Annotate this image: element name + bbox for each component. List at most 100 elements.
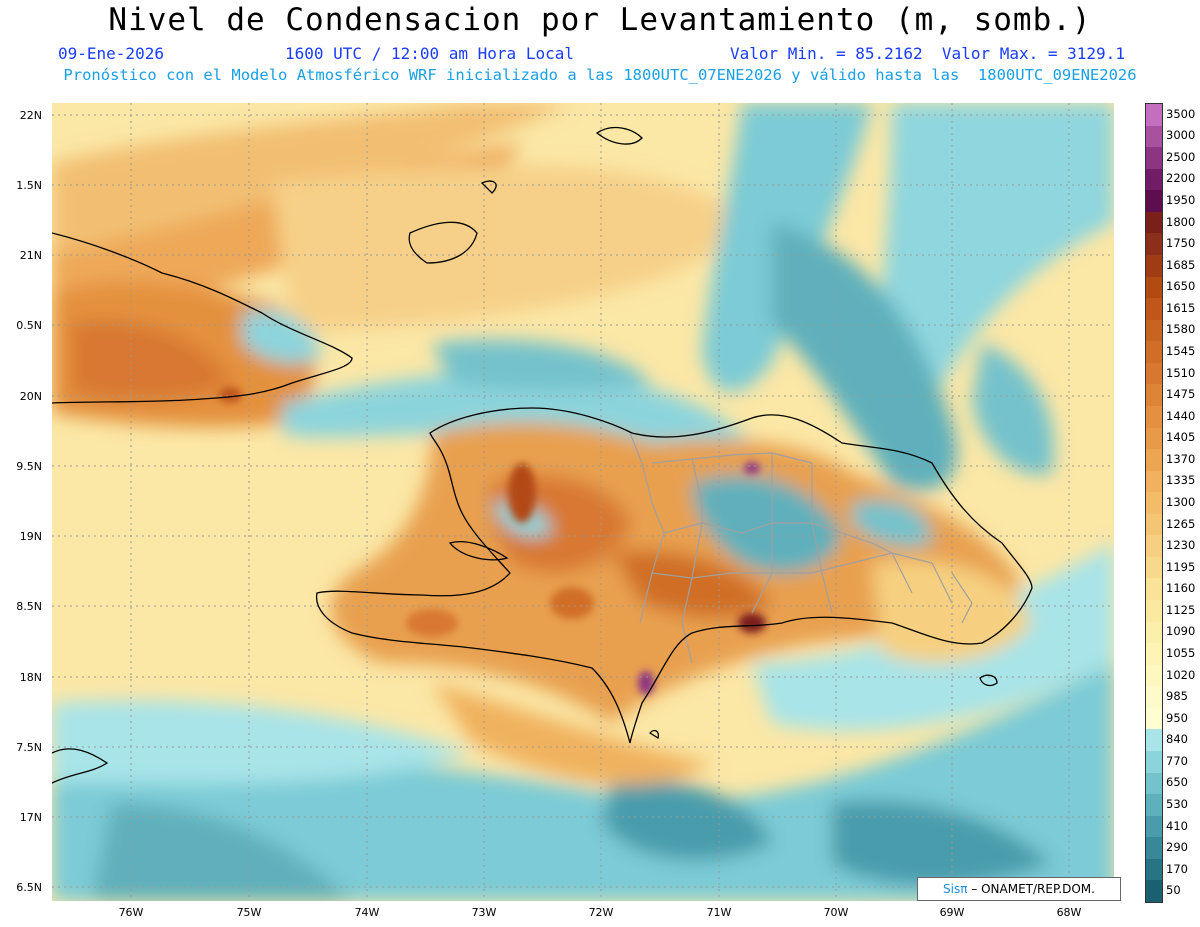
colorbar-segment — [1146, 578, 1162, 601]
colorbar-segment — [1146, 729, 1162, 752]
colorbar-label: 1615 — [1166, 300, 1196, 315]
lcl-map — [52, 103, 1114, 901]
colorbar-segment — [1146, 362, 1162, 385]
colorbar-label: 170 — [1166, 861, 1188, 876]
lon-label: 76W — [118, 906, 144, 919]
forecast-time: 1600 UTC / 12:00 am Hora Local — [285, 44, 574, 63]
colorbar-label: 1545 — [1166, 344, 1196, 359]
colorbar-segment — [1146, 104, 1162, 127]
colorbar-segment — [1146, 254, 1162, 278]
lat-label: 0.5N — [16, 319, 42, 332]
lat-label: 20N — [19, 390, 42, 403]
colorbar-label: 1265 — [1166, 516, 1196, 531]
colorbar-label: 985 — [1166, 689, 1188, 704]
lon-label: 72W — [588, 906, 614, 919]
lat-label: 19N — [19, 530, 42, 543]
colorbar-segment — [1146, 815, 1162, 838]
colorbar-label: 1580 — [1166, 322, 1196, 337]
model-info: Pronóstico con el Modelo Atmosférico WRF… — [63, 66, 1137, 84]
colorbar-label: 1475 — [1166, 387, 1196, 402]
colorbar-label: 1125 — [1166, 602, 1196, 617]
colorbar-label: 290 — [1166, 840, 1188, 855]
colorbar-segment — [1146, 341, 1162, 364]
map-title: Nivel de Condensacion por Levantamiento … — [108, 2, 1092, 38]
colorbar-label: 1020 — [1166, 667, 1196, 682]
colorbar-segment — [1146, 513, 1162, 536]
colorbar-segment — [1146, 880, 1162, 903]
colorbar-label: 1950 — [1166, 193, 1196, 208]
colorbar-segment — [1146, 449, 1162, 472]
colorbar-segment — [1146, 319, 1162, 342]
colorbar-segment — [1146, 837, 1162, 860]
lat-label: 18N — [19, 671, 42, 684]
colorbar-label: 3000 — [1166, 128, 1196, 143]
colorbar-segment — [1146, 147, 1162, 170]
colorbar-segment — [1146, 125, 1162, 148]
map-field — [52, 103, 1114, 901]
colorbar-segment — [1146, 686, 1162, 709]
colorbar-label: 1800 — [1166, 214, 1196, 229]
colorbar-label: 1650 — [1166, 279, 1196, 294]
colorbar-label: 1685 — [1166, 257, 1196, 272]
colorbar-segment — [1146, 427, 1162, 450]
colorbar-label: 950 — [1166, 710, 1188, 725]
credit-org: – ONAMET/REP.DOM. — [971, 882, 1095, 896]
lat-label: 8.5N — [16, 600, 42, 613]
colorbar-segment — [1146, 600, 1162, 623]
colorbar-label: 1300 — [1166, 495, 1196, 509]
graticule — [52, 103, 1114, 901]
colorbar-label: 1055 — [1166, 645, 1196, 660]
colorbar-segment — [1146, 233, 1162, 256]
colorbar-label: 1405 — [1166, 430, 1196, 445]
forecast-date: 09-Ene-2026 — [58, 44, 164, 63]
colorbar-label: 2500 — [1166, 149, 1196, 164]
colorbar-label: 1335 — [1166, 473, 1196, 488]
lon-label: 68W — [1056, 906, 1082, 919]
colorbar-segment — [1146, 535, 1162, 558]
colorbar-segment — [1146, 470, 1162, 493]
colorbar — [1145, 103, 1163, 903]
colorbar-label: 1160 — [1166, 581, 1196, 596]
lat-label: 17N — [19, 811, 42, 824]
lat-label: 9.5N — [16, 460, 42, 473]
colorbar-label: 3500 — [1166, 106, 1196, 121]
lat-label: 7.5N — [16, 741, 42, 754]
lon-label: 71W — [706, 906, 732, 919]
lon-label: 74W — [354, 906, 380, 919]
colorbar-label: 650 — [1166, 775, 1188, 790]
colorbar-label: 2200 — [1166, 171, 1196, 186]
colorbar-segment — [1146, 405, 1162, 428]
colorbar-label: 1370 — [1166, 451, 1196, 466]
colorbar-label: 530 — [1166, 796, 1188, 811]
lat-label: 6.5N — [16, 881, 42, 894]
lat-label: 22N — [19, 109, 42, 122]
colorbar-label: 770 — [1166, 753, 1188, 768]
value-range: Valor Min. = 85.2162 Valor Max. = 3129.1 — [730, 44, 1125, 63]
colorbar-segment — [1146, 751, 1162, 774]
colorbar-segment — [1146, 707, 1162, 730]
lat-label: 21N — [19, 249, 42, 262]
colorbar-label: 410 — [1166, 818, 1188, 833]
colorbar-segment — [1146, 556, 1162, 579]
colorbar-segment — [1146, 384, 1162, 407]
lat-label: 1.5N — [16, 179, 42, 192]
colorbar-label: 1440 — [1166, 408, 1196, 423]
colorbar-segment — [1146, 298, 1162, 321]
colorbar-segment — [1146, 772, 1162, 795]
colorbar-label: 840 — [1166, 732, 1188, 747]
colorbar-segment — [1146, 492, 1162, 515]
colorbar-segment — [1146, 190, 1162, 213]
colorbar-label: 50 — [1166, 883, 1181, 898]
colorbar-segment — [1146, 858, 1162, 881]
lon-label: 75W — [236, 906, 262, 919]
sis-logo: Sisπ — [943, 882, 968, 896]
colorbar-segment — [1146, 643, 1162, 666]
colorbar-segment — [1146, 276, 1162, 299]
colorbar-segment — [1146, 664, 1162, 687]
colorbar-segment — [1146, 621, 1162, 644]
colorbar-label: 1195 — [1166, 559, 1196, 574]
province-borders — [629, 432, 973, 664]
colorbar-segment — [1146, 168, 1162, 191]
colorbar-label: 1510 — [1166, 365, 1196, 380]
coastlines — [52, 126, 1033, 784]
